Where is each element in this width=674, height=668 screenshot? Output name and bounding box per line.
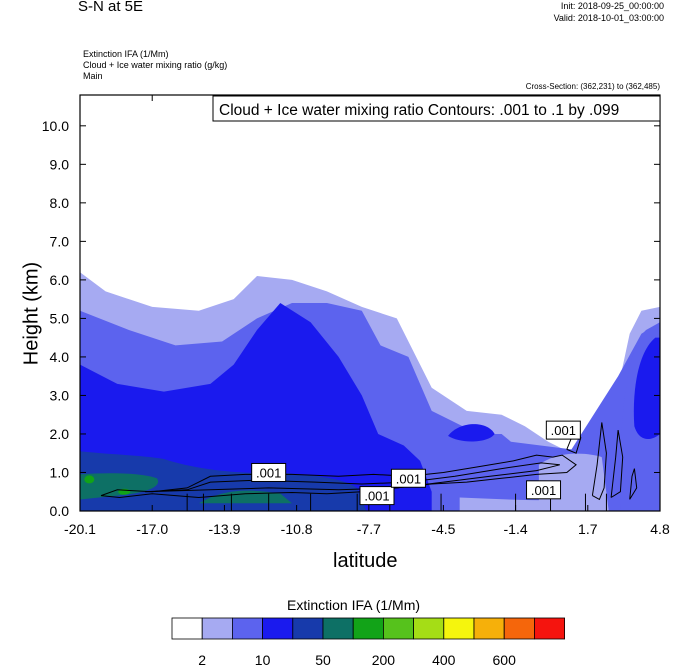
y-tick-label: 9.0 [50, 156, 70, 172]
colorbar-swatch-8 [382, 617, 414, 640]
field-list: Extinction IFA (1/Mm) Cloud + Ice water … [83, 49, 227, 82]
x-tick-label: -17.0 [136, 521, 168, 537]
x-tick-label: -20.1 [64, 521, 96, 537]
fill-teal [80, 473, 159, 500]
contour-label-box [390, 468, 426, 488]
contour-label-text: .001 [531, 483, 556, 498]
y-tick-label: 10.0 [42, 118, 69, 134]
colorbar-swatch-2 [201, 617, 233, 640]
y-tick-label: 6.0 [50, 272, 70, 288]
contour-label-3: .001 [526, 480, 562, 500]
contour-info-text: Cloud + Ice water mixing ratio Contours:… [219, 102, 619, 119]
colorbar-swatch-11 [473, 617, 505, 640]
fill-green-speck [84, 475, 95, 484]
colorbar-swatch-10 [443, 617, 475, 640]
fill-bottom-strip [459, 497, 605, 511]
contour-label-text: .001 [364, 489, 389, 504]
colorbar-label: 10 [255, 652, 271, 668]
fill-right-blue [633, 337, 660, 440]
colorbar-swatch-7 [352, 617, 384, 640]
x-tick-label: -10.8 [281, 521, 313, 537]
colorbar-label: 400 [432, 652, 456, 668]
field-main: Main [83, 71, 103, 81]
contour-label-1: .001 [359, 486, 395, 506]
fill-blue [80, 303, 432, 511]
x-axis-label: latitude [333, 550, 398, 572]
colorbar-swatch-1 [171, 617, 203, 640]
colorbar-swatch-9 [413, 617, 445, 640]
contour-label-box [545, 420, 581, 440]
init-valid-times: Init: 2018-09-25_00:00:00 Valid: 2018-10… [554, 0, 664, 24]
y-tick-label: 2.0 [50, 426, 70, 442]
contour-label-4: .001 [545, 420, 581, 440]
fill-blob-blue [448, 424, 495, 442]
x-tick-label: 4.8 [650, 521, 670, 537]
colorbar-swatch-4 [262, 617, 294, 640]
colorbar-title: Extinction IFA (1/Mm) [287, 597, 421, 613]
contour-label-box [251, 462, 287, 482]
colorbar-swatch-6 [322, 617, 354, 640]
contour-label-0: .001 [251, 462, 287, 482]
y-tick-label: 1.0 [50, 464, 70, 480]
x-tick-label: -13.9 [208, 521, 240, 537]
contour-line-4 [610, 430, 624, 498]
contour-line-0 [100, 454, 577, 499]
contour-label-box [359, 486, 395, 506]
y-tick-label: 3.0 [50, 387, 70, 403]
contour-line-3 [591, 422, 607, 501]
init-time: Init: 2018-09-25_00:00:00 [560, 1, 664, 11]
colorbar-label: 2 [198, 652, 206, 668]
y-tick-label: 7.0 [50, 233, 70, 249]
y-tick-label: 8.0 [50, 195, 70, 211]
contour-label-text: .001 [551, 423, 576, 438]
x-tick-label: -1.4 [504, 521, 528, 537]
plot-frame [79, 94, 661, 512]
contour-info-box [212, 95, 661, 122]
field-cloud-ice: Cloud + Ice water mixing ratio (g/kg) [83, 60, 228, 70]
valid-time: Valid: 2018-10-01_03:00:00 [553, 13, 664, 23]
cross-section-label: Cross-Section: (362,231) to (362,485) [525, 82, 660, 91]
colorbar-swatch-12 [503, 617, 535, 640]
colorbar-swatch-5 [292, 617, 324, 640]
contour-label-2: .001 [390, 468, 426, 488]
y-tick-label: 0.0 [50, 503, 70, 519]
colorbar-label: 600 [493, 652, 517, 668]
field-extinction: Extinction IFA (1/Mm) [83, 49, 169, 59]
x-tick-label: -4.5 [431, 521, 455, 537]
x-tick-label: -7.7 [357, 521, 381, 537]
colorbar-swatch-3 [231, 617, 263, 640]
contour-label-text: .001 [256, 465, 281, 480]
chart-title: S-N at 5E [78, 0, 144, 15]
y-tick-label: 4.0 [50, 349, 70, 365]
colorbar-label: 200 [372, 652, 396, 668]
y-axis-label: Height (km) [20, 261, 43, 366]
colorbar-label: 50 [315, 652, 331, 668]
x-tick-label: 1.7 [578, 521, 598, 537]
contour-label-box [526, 480, 562, 500]
contour-label-text: .001 [396, 471, 421, 486]
contour-line-5 [629, 468, 638, 500]
colorbar-swatch-13 [534, 617, 566, 640]
y-tick-label: 5.0 [50, 310, 70, 326]
